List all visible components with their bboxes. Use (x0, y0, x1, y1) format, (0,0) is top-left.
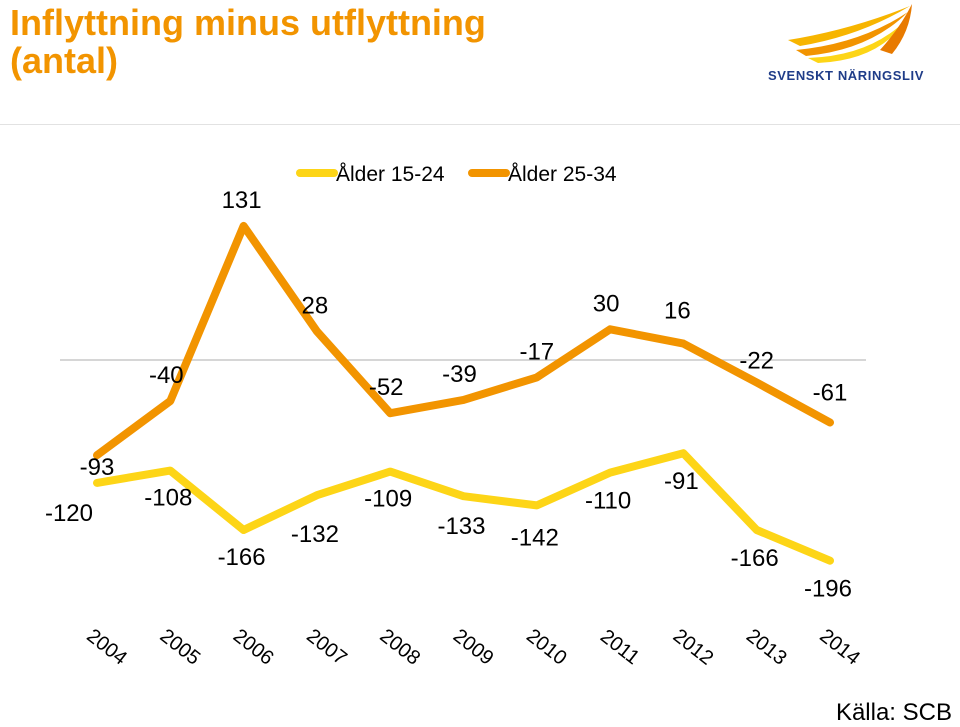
legend-label-alder-25-34: Ålder 25-34 (508, 163, 617, 186)
data-label-alder-25-34: 131 (222, 187, 262, 214)
data-label-alder-15-24: -109 (364, 486, 412, 513)
series-line-alder-15-24 (97, 453, 830, 561)
x-tick-label: 2013 (742, 625, 791, 670)
x-tick-label: 2004 (82, 625, 131, 670)
data-label-alder-25-34: 16 (664, 298, 691, 325)
x-tick-label: 2005 (156, 625, 205, 670)
data-label-alder-25-34: -39 (442, 361, 477, 388)
x-tick-label: 2010 (522, 625, 571, 670)
x-tick-label: 2011 (596, 625, 643, 669)
data-label-alder-25-34: -93 (80, 454, 115, 481)
data-label-alder-15-24: -142 (511, 524, 559, 551)
data-label-alder-15-24: -166 (218, 544, 266, 571)
x-tick-label: 2012 (669, 625, 718, 670)
data-label-alder-25-34: -22 (739, 348, 774, 375)
data-label-alder-15-24: -108 (144, 485, 192, 512)
data-label-alder-15-24: -120 (45, 500, 93, 527)
x-tick-label: 2014 (815, 625, 864, 670)
data-label-alder-25-34: -17 (519, 338, 554, 365)
source-note: Källa: SCB (836, 699, 952, 727)
legend-label-alder-15-24: Ålder 15-24 (336, 163, 445, 186)
data-label-alder-15-24: -133 (437, 513, 485, 540)
data-label-alder-15-24: -91 (664, 468, 699, 495)
data-label-alder-15-24: -110 (585, 488, 631, 515)
series-line-alder-25-34 (97, 226, 830, 455)
data-label-alder-25-34: -61 (813, 379, 848, 406)
x-tick-label: 2008 (376, 625, 425, 670)
data-label-alder-15-24: -166 (731, 545, 779, 572)
data-label-alder-25-34: 30 (593, 290, 620, 317)
x-tick-label: 2006 (229, 625, 278, 670)
x-tick-label: 2007 (302, 625, 351, 670)
data-label-alder-15-24: -132 (291, 521, 339, 548)
data-label-alder-25-34: -40 (149, 362, 184, 389)
data-label-alder-25-34: 28 (302, 292, 329, 319)
data-label-alder-25-34: -52 (369, 374, 404, 401)
data-label-alder-15-24: -196 (804, 576, 852, 603)
x-tick-label: 2009 (449, 625, 498, 670)
